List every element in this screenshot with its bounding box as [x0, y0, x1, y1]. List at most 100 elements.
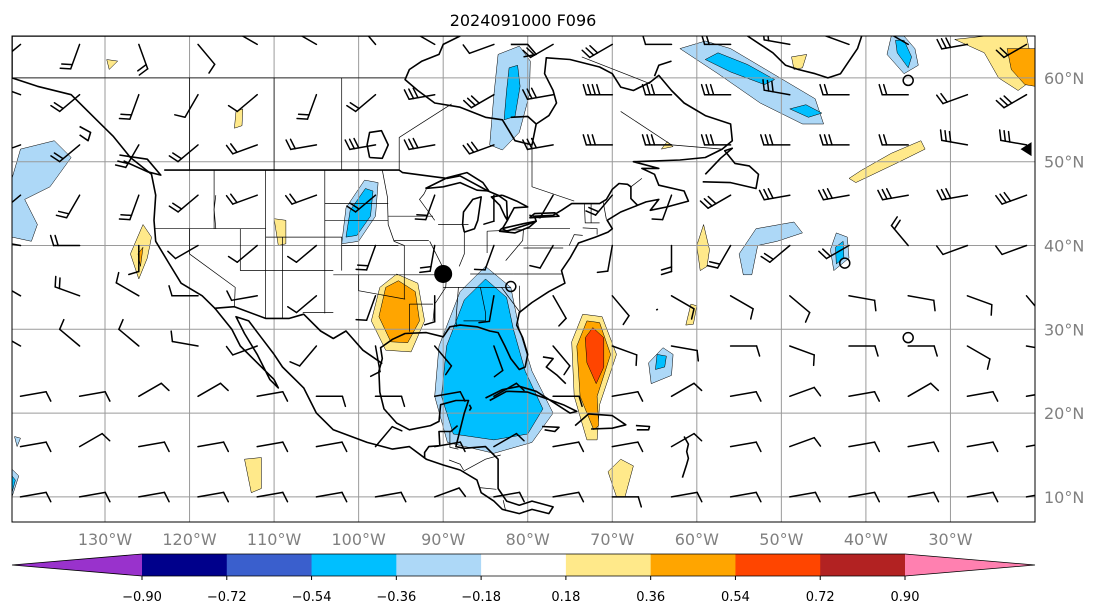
barb-flag: [518, 491, 525, 503]
wind-barb: [700, 134, 732, 146]
barb-flag: [940, 188, 947, 200]
barb-flag: [690, 308, 695, 320]
wind-barb: [227, 244, 258, 263]
barb-flag: [114, 164, 127, 169]
coastline-lesser-antilles: [681, 436, 690, 478]
barb-flag: [416, 214, 429, 217]
barb-flag: [167, 250, 177, 260]
barb-flag: [414, 218, 427, 221]
barb-flag: [1007, 130, 1011, 143]
barb-flag: [0, 275, 7, 285]
barb-flag: [115, 271, 120, 284]
barb-staff: [19, 441, 47, 448]
barb-staff: [884, 36, 909, 46]
barb-staff: [12, 144, 22, 155]
barb-flag: [287, 255, 298, 263]
wind-barb: [529, 194, 554, 219]
barb-staff: [468, 43, 495, 55]
barb-flag: [874, 345, 879, 357]
barb-flag: [707, 195, 717, 205]
barb-flag: [483, 220, 495, 225]
wind-barb: [374, 395, 406, 408]
barb-flag: [769, 134, 774, 146]
barb-flag: [0, 231, 1, 241]
barb-flag: [50, 155, 61, 163]
barb-flag: [577, 491, 585, 503]
barb-flag: [0, 273, 3, 283]
barb-staff: [661, 194, 673, 221]
barb-flag: [0, 53, 1, 63]
coastline-haida-gwaii: [79, 125, 92, 142]
longitude-label: 80°W: [506, 530, 550, 549]
barb-flag: [353, 137, 360, 149]
barb-flag: [886, 188, 893, 199]
barb-flag: [522, 49, 532, 59]
barb-staff: [12, 85, 22, 96]
barb-flag: [766, 36, 770, 42]
barb-staff: [823, 36, 850, 46]
wind-barb: [346, 194, 377, 213]
barb-flag: [408, 138, 415, 150]
wind-barb: [0, 43, 22, 63]
barb-flag: [696, 349, 700, 362]
barb-flag: [285, 139, 292, 151]
barb-flag: [423, 321, 436, 326]
barb-flag: [819, 83, 824, 96]
map-title: 2024091000 F096: [450, 11, 597, 30]
wind-barb: [0, 273, 22, 297]
barb-flag: [822, 188, 829, 200]
barb-flag: [49, 234, 55, 247]
barb-staff: [907, 491, 935, 498]
wind-barb: [729, 441, 762, 453]
barb-flag: [641, 134, 647, 146]
barb-flag: [369, 370, 381, 378]
barb-flag: [755, 345, 761, 357]
wind-barbs: [0, 36, 1035, 508]
barb-flag: [646, 83, 651, 96]
barb-flag: [703, 198, 713, 207]
barb-flag: [760, 134, 765, 146]
barb-flag: [823, 83, 829, 96]
wind-barb: [226, 290, 258, 302]
barb-flag: [817, 189, 825, 201]
wind-barb: [762, 79, 791, 96]
wind-barb: [907, 295, 936, 312]
shaded-anomaly-layer: [12, 36, 1035, 498]
wind-barb: [493, 432, 525, 448]
wind-barb: [789, 386, 822, 398]
barb-flag: [705, 83, 710, 96]
barb-flag: [0, 204, 1, 214]
barb-flag: [948, 130, 952, 143]
wind-barb: [433, 441, 466, 453]
barb-flag: [577, 441, 585, 453]
wind-barb: [848, 441, 881, 453]
shaded-region-31: [234, 108, 244, 129]
barb-flag: [208, 63, 216, 74]
wind-barb: [493, 382, 525, 398]
coastline-vancouver-island: [119, 154, 162, 176]
wind-barb: [12, 85, 22, 96]
longitude-label: 130°W: [78, 530, 133, 549]
barb-flag: [138, 68, 149, 76]
barb-flag: [986, 358, 991, 370]
barb-staff: [197, 382, 222, 398]
barb-flag: [936, 38, 943, 50]
barb-flag: [296, 117, 309, 120]
barb-flag: [823, 134, 829, 146]
circle-symbol: [902, 74, 914, 87]
wind-barb: [522, 137, 554, 151]
wind-barb: [256, 491, 289, 503]
barb-staff: [19, 391, 47, 398]
barb-staff: [12, 240, 22, 247]
barb-flag: [822, 248, 832, 257]
wind-barb: [848, 345, 879, 357]
colorbar-tick-label: 0.90: [891, 590, 920, 605]
barb-flag: [771, 80, 774, 93]
wind-barb: [611, 391, 644, 402]
barb-staff: [1025, 491, 1035, 498]
coastline-jamaica: [542, 425, 560, 433]
latitude-label: 20°N: [1044, 404, 1084, 423]
barb-flag: [117, 160, 129, 165]
barb-staff: [256, 491, 284, 498]
